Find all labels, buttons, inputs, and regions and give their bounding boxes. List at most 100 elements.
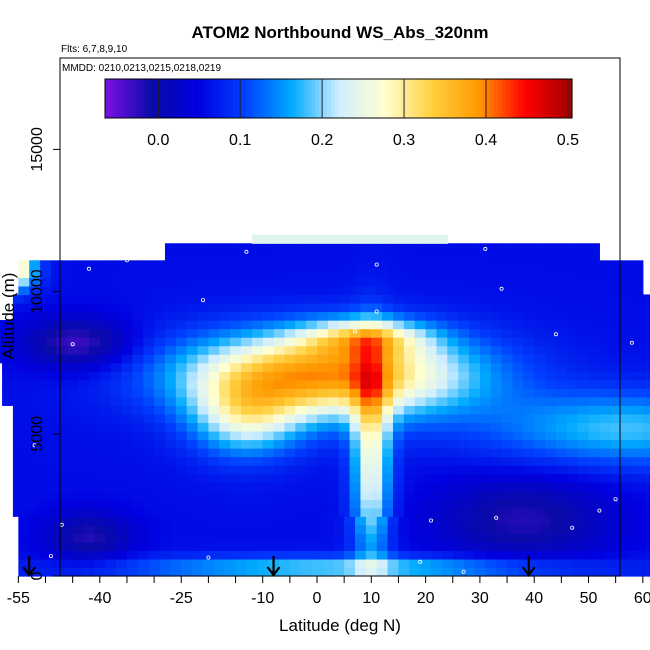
heatmap-cell	[338, 337, 351, 347]
heatmap-cell	[18, 567, 30, 577]
heatmap-cell	[376, 533, 389, 543]
heatmap-cell	[474, 260, 486, 270]
heatmap-cell	[458, 499, 470, 509]
heatmap-cell	[528, 558, 541, 569]
heatmap-cell	[289, 550, 302, 560]
heatmap-cell	[88, 413, 101, 424]
heatmap-cell	[164, 405, 177, 415]
heatmap-cell	[257, 268, 269, 278]
heatmap-cell	[403, 320, 416, 330]
heatmap-cell	[12, 507, 25, 517]
heatmap-cell	[599, 490, 611, 500]
heatmap-cell	[490, 328, 503, 338]
heatmap-cell	[317, 371, 329, 381]
heatmap-cell	[2, 362, 14, 372]
heatmap-cell	[447, 456, 459, 466]
heatmap-cell	[604, 533, 617, 543]
heatmap-cell	[441, 277, 454, 287]
heatmap-cell	[143, 328, 155, 338]
heatmap-cell	[365, 285, 378, 296]
heatmap-cell	[18, 541, 30, 551]
heatmap-cell	[143, 396, 155, 406]
heatmap-cell	[387, 550, 400, 560]
heatmap-cell	[474, 516, 486, 526]
heatmap-cell	[512, 422, 524, 432]
colorbar-segment	[385, 79, 390, 118]
heatmap-cell	[72, 558, 85, 569]
heatmap-cell	[371, 371, 383, 381]
heatmap-cell	[105, 550, 117, 560]
colorbar-segment	[248, 79, 254, 118]
heatmap-cell	[132, 311, 144, 321]
heatmap-cell	[403, 302, 416, 313]
heatmap-cell	[45, 507, 57, 517]
heatmap-cell	[67, 354, 79, 364]
heatmap-cell	[284, 439, 296, 449]
heatmap-cell	[262, 490, 275, 500]
heatmap-cell	[40, 277, 52, 287]
heatmap-cell	[192, 260, 204, 270]
heatmap-cell	[45, 490, 57, 500]
heatmap-cell	[458, 337, 470, 347]
heatmap-cell	[230, 490, 242, 500]
heatmap-cell	[648, 541, 650, 551]
heatmap-cell	[121, 473, 133, 483]
heatmap-cell	[2, 354, 14, 364]
heatmap-cell	[116, 285, 128, 296]
heatmap-cell	[56, 456, 68, 466]
heatmap-cell	[501, 430, 514, 441]
heatmap-cell	[246, 533, 258, 543]
heatmap-cell	[175, 311, 188, 321]
colorbar-segment	[470, 79, 476, 118]
heatmap-cell	[192, 567, 204, 577]
heatmap-cell	[344, 533, 356, 543]
heatmap-cell	[588, 337, 600, 347]
heatmap-cell	[257, 567, 269, 577]
heatmap-cell	[626, 567, 638, 577]
heatmap-cell	[382, 396, 394, 406]
heatmap-cell	[621, 430, 633, 441]
heatmap-cell	[240, 243, 253, 253]
heatmap-cell	[311, 285, 324, 296]
heatmap-cell	[447, 337, 459, 347]
heatmap-cell	[159, 260, 171, 270]
heatmap-cell	[365, 550, 378, 560]
heatmap-cell	[29, 567, 41, 577]
heatmap-cell	[517, 268, 530, 278]
heatmap-cell	[344, 567, 356, 577]
heatmap-cell	[610, 430, 622, 441]
heatmap-cell	[393, 345, 405, 355]
heatmap-cell	[230, 388, 242, 398]
heatmap-cell	[0, 328, 3, 338]
heatmap-cell	[409, 260, 421, 270]
heatmap-cell	[116, 516, 128, 526]
heatmap-cell	[496, 541, 508, 551]
heatmap-cell	[577, 302, 590, 313]
heatmap-cell	[485, 524, 497, 534]
heatmap-cell	[197, 422, 209, 432]
heatmap-cell	[479, 371, 492, 381]
heatmap-cell	[349, 362, 362, 372]
heatmap-cell	[273, 405, 286, 415]
heatmap-cell	[132, 388, 144, 398]
heatmap-cell	[148, 268, 161, 278]
heatmap-cell	[278, 541, 291, 551]
heatmap-cell	[599, 311, 611, 321]
heatmap-cell	[474, 567, 486, 577]
heatmap-cell	[572, 541, 584, 551]
heatmap-cell	[284, 430, 296, 441]
heatmap-cell	[555, 362, 568, 372]
heatmap-cell	[425, 251, 438, 261]
heatmap-cell	[257, 550, 269, 560]
heatmap-cell	[371, 345, 383, 355]
heatmap-cell	[306, 311, 318, 321]
heatmap-cell	[34, 422, 47, 432]
heatmap-cell	[34, 396, 47, 406]
heatmap-cell	[126, 260, 139, 270]
heatmap-cell	[496, 516, 508, 526]
heatmap-cell	[382, 499, 394, 509]
heatmap-cell	[615, 277, 628, 287]
heatmap-cell	[50, 260, 63, 270]
heatmap-cell	[469, 473, 481, 483]
heatmap-cell	[164, 439, 177, 449]
